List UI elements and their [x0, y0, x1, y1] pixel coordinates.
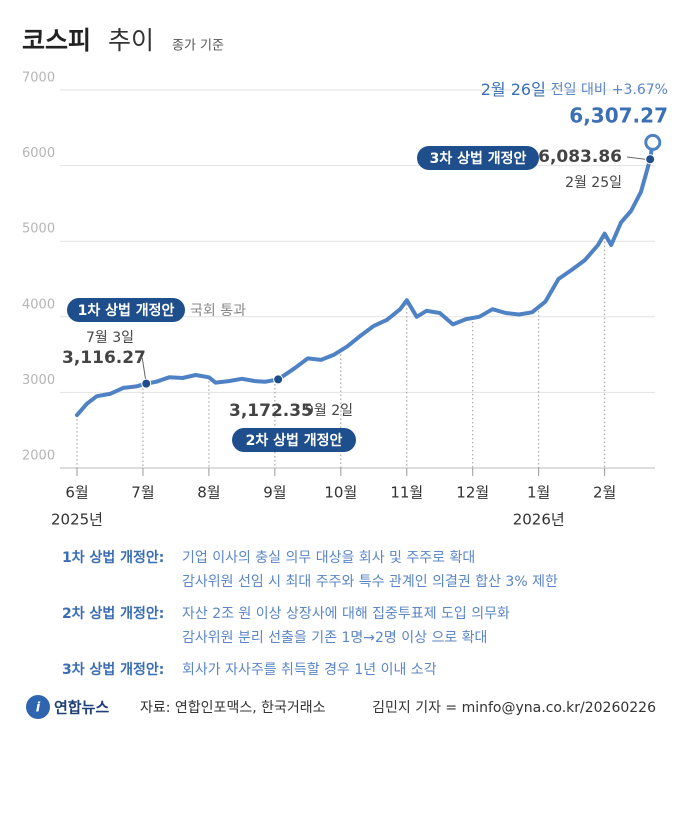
y-tick-label: 4000: [22, 297, 55, 312]
value-label: 3,172.35: [229, 401, 313, 421]
x-tick-label: 2월: [593, 484, 616, 502]
date-label: 9월 2일: [305, 403, 353, 419]
leader: [626, 156, 646, 160]
year-label: 2026년: [513, 511, 565, 529]
x-tick-label: 10월: [324, 484, 357, 502]
note-line: 기업 이사의 충실 의무 대상을 회사 및 주주로 확대: [182, 550, 475, 566]
chart-subtitle: 종가 기준: [172, 39, 224, 54]
change-prefix: 전일 대비: [551, 82, 607, 98]
x-tick-label: 8월: [197, 484, 220, 502]
event-badge: [417, 146, 539, 170]
x-tick-label: 12월: [456, 484, 489, 502]
note-line: 감사위원 선임 시 최대 주주와 특수 관계인 의결권 합산 3% 제한: [182, 574, 558, 590]
highlight-point: [273, 374, 284, 385]
y-tick-label: 3000: [22, 373, 55, 388]
x-tick-label: 11월: [390, 484, 423, 502]
logo-text: 연합뉴스: [54, 699, 109, 717]
y-tick-label: 6000: [22, 146, 55, 161]
date-label: 2월 26일: [481, 80, 546, 99]
highlight-point: [645, 154, 656, 165]
change-value: +3.67%: [612, 82, 668, 98]
year-label: 2025년: [51, 511, 103, 529]
x-tick-label: 9월: [263, 484, 286, 502]
event-note: 국회 통과: [190, 303, 246, 319]
event-badge: [67, 298, 185, 322]
logo-mark: [26, 695, 50, 719]
logo-glyph: i: [36, 701, 41, 716]
leader: [138, 357, 147, 384]
value-label: 6,083.86: [538, 147, 622, 167]
event-label: 1차 상법 개정안: [78, 302, 175, 319]
note-line: 회사가 자사주를 취득할 경우 1년 이내 소각: [182, 662, 437, 678]
note-line: 감사위원 분리 선출을 기존 1명→2명 이상 으로 확대: [182, 630, 487, 646]
note-label: 3차 상법 개정안:: [62, 661, 164, 678]
change-line: 2월 26일 전일 대비 +3.67%: [481, 80, 668, 99]
note-line: 자산 2조 원 이상 상장사에 대해 집중투표제 도입 의무화: [182, 606, 510, 622]
x-tick-label: 7월: [131, 484, 154, 502]
chart-title: 코스피: [22, 26, 91, 55]
x-tick-label: 1월: [527, 484, 550, 502]
credit: 김민지 기자 = minfo@yna.co.kr/20260226: [372, 700, 656, 716]
chart-title-suffix: 추이: [108, 26, 154, 55]
y-tick-label: 5000: [22, 222, 55, 237]
value-label: 6,307.27: [569, 104, 668, 128]
highlight-point: [644, 133, 662, 151]
y-tick-label: 7000: [22, 71, 55, 86]
source: 자료: 연합인포맥스, 한국거래소: [140, 700, 326, 716]
date-label: 2월 25일: [565, 175, 622, 191]
highlight-point: [141, 378, 152, 389]
event-label: 2차 상법 개정안: [246, 432, 343, 449]
event-badge: [232, 428, 356, 452]
value-label: 3,116.27: [62, 348, 146, 368]
event-label: 3차 상법 개정안: [430, 150, 527, 167]
note-label: 2차 상법 개정안:: [62, 605, 164, 622]
logo: i 연합뉴스: [26, 695, 109, 719]
x-tick-label: 6월: [65, 484, 88, 502]
y-tick-label: 2000: [22, 449, 55, 464]
note-label: 1차 상법 개정안:: [62, 549, 164, 566]
date-label: 7월 3일: [86, 330, 134, 346]
price-line: [75, 140, 655, 418]
